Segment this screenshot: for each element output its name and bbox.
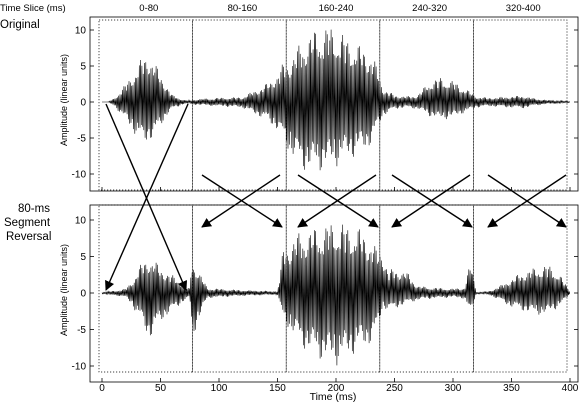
- y-tick-label: 10: [75, 216, 87, 227]
- time-slice-labels: 0-80 80-160 160-240 240-320 320-400: [139, 3, 540, 14]
- time-slice-box: [473, 19, 568, 191]
- x-tick-label: 250: [386, 383, 403, 394]
- y-tick-label: 5: [80, 252, 86, 263]
- reversal-arrow: [391, 174, 471, 228]
- reversal-panel-title-line2: Segment: [4, 217, 51, 229]
- time-slice-box: [98, 19, 193, 191]
- reversal-arrows: [105, 103, 567, 291]
- reversal-panel-title-line3: Reversal: [6, 231, 51, 243]
- y-tick-label: 5: [80, 62, 86, 73]
- y-tick-label: -5: [77, 134, 86, 145]
- x-axis-label: Time (ms): [310, 391, 357, 403]
- time-slice-label: 320-400: [506, 3, 541, 14]
- time-slice-label: 80-160: [228, 3, 258, 14]
- bottom-plot-frame: [89, 204, 579, 383]
- reversed-waveform: [101, 224, 571, 366]
- x-tick-label: 200: [328, 383, 345, 394]
- time-slice-box: [192, 204, 287, 373]
- reversal-arrow: [105, 103, 188, 291]
- reversal-arrow: [105, 103, 189, 291]
- bottom-y-axis-label: Amplitude (linear units): [59, 244, 69, 336]
- x-tick-label: 300: [445, 383, 462, 394]
- original-waveform: [102, 29, 571, 171]
- top-plot-frame: [89, 16, 579, 192]
- time-slice-header-label: Time Slice (ms): [0, 3, 66, 14]
- time-slice-box: [192, 19, 287, 191]
- y-tick-label: 0: [80, 98, 86, 109]
- reversal-arrow: [201, 174, 281, 228]
- reversal-panel-title-line1: 80-ms: [18, 203, 50, 215]
- y-tick-label: 0: [80, 289, 86, 300]
- y-tick-label: -10: [72, 362, 87, 373]
- x-tick-label: 150: [269, 383, 286, 394]
- time-slice-label: 160-240: [319, 3, 354, 14]
- reversal-arrow: [297, 174, 377, 228]
- x-tick-label: 0: [99, 383, 105, 394]
- x-tick-label: 400: [562, 383, 579, 394]
- time-slice-label: 0-80: [139, 3, 158, 14]
- top-y-axis-label: Amplitude (linear units): [59, 54, 69, 146]
- original-panel-title: Original: [0, 19, 40, 31]
- x-tick-label: 50: [155, 383, 167, 394]
- x-tick-label: 100: [211, 383, 228, 394]
- y-tick-label: 10: [75, 26, 87, 37]
- reversal-arrow: [487, 174, 567, 228]
- time-slice-box: [98, 204, 193, 373]
- y-tick-label: -10: [72, 170, 87, 181]
- x-tick-label: 350: [503, 383, 520, 394]
- waveforms: [101, 29, 571, 366]
- y-tick-label: -5: [77, 325, 86, 336]
- time-slice-label: 240-320: [412, 3, 447, 14]
